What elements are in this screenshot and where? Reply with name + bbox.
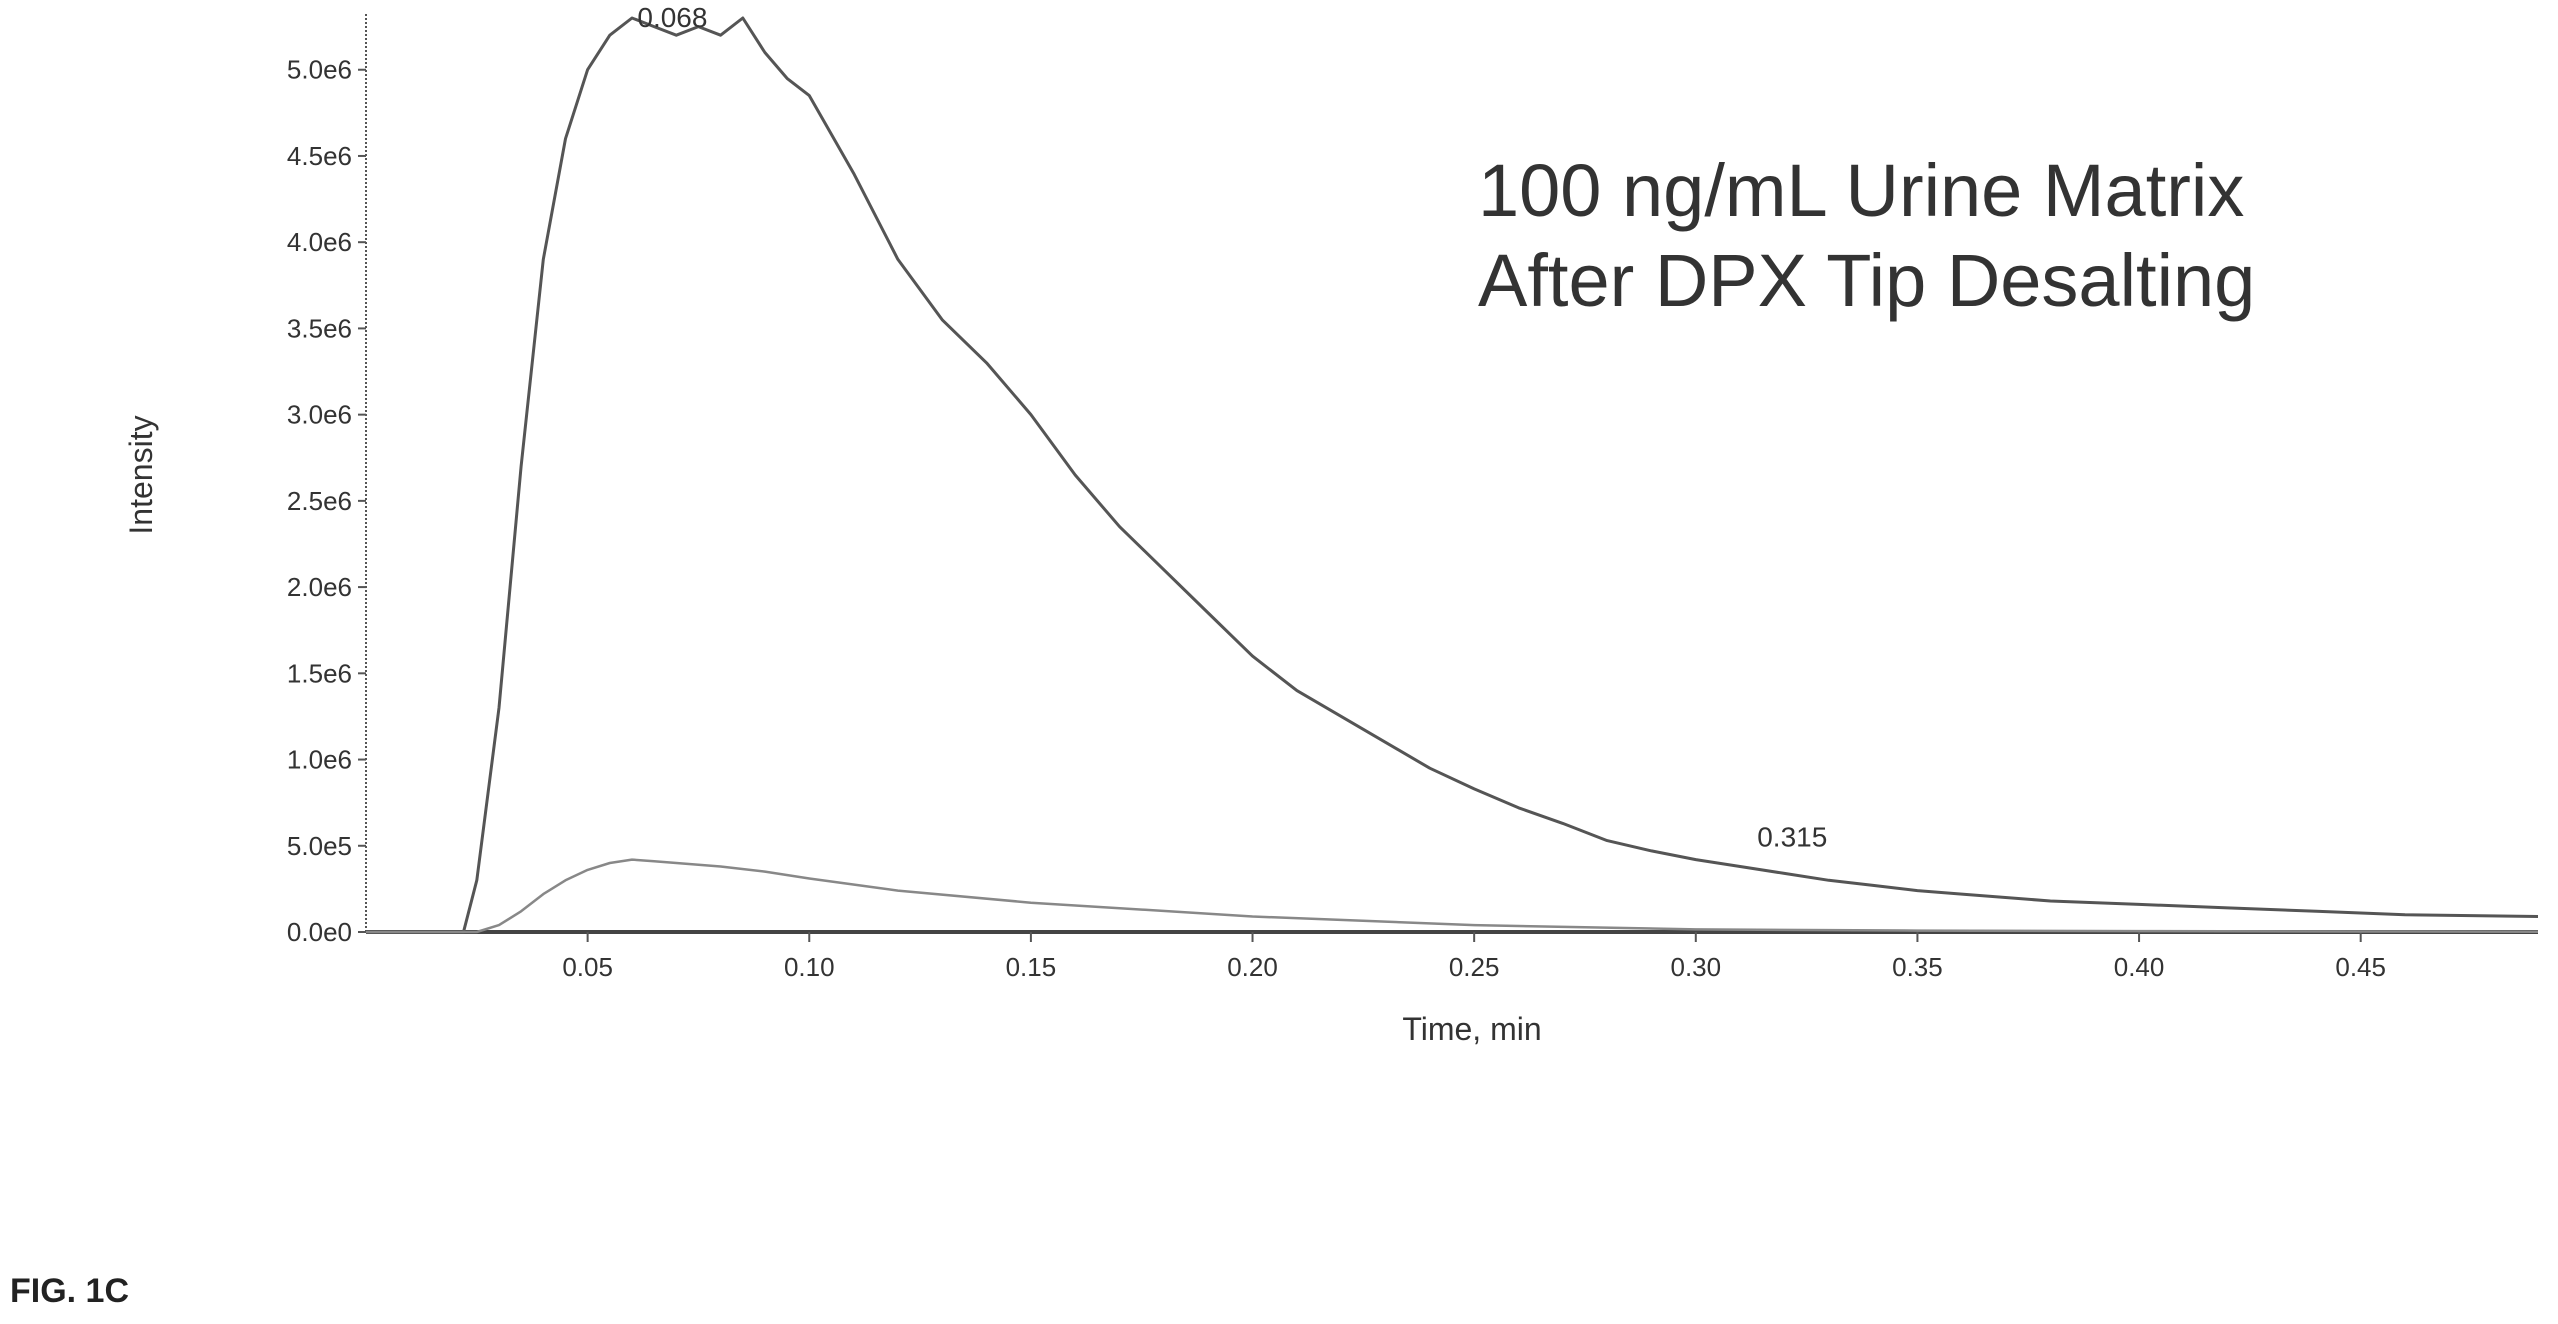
x-tick-label: 0.15 xyxy=(1006,952,1057,982)
x-tick-label: 0.40 xyxy=(2114,952,2165,982)
series-layer xyxy=(366,16,2539,934)
x-tick-label: 0.45 xyxy=(2335,952,2386,982)
x-tick-label: 0.10 xyxy=(784,952,835,982)
x-tick-label: 0.30 xyxy=(1670,952,1721,982)
y-tick-label: 1.5e6 xyxy=(287,658,352,688)
y-tick-label: 5.0e5 xyxy=(287,831,352,861)
series-line-1 xyxy=(366,16,2539,934)
y-axis-title: Intensity xyxy=(123,415,159,534)
y-tick-label: 2.0e6 xyxy=(287,572,352,602)
peak-label: 0.315 xyxy=(1757,821,1827,852)
x-tick-label: 0.05 xyxy=(562,952,613,982)
y-tick-label: 4.0e6 xyxy=(287,227,352,257)
series-line-2 xyxy=(366,858,2539,934)
y-tick-label: 3.0e6 xyxy=(287,400,352,430)
peak-labels: 0.068 0.315 xyxy=(637,2,1827,852)
y-axis: 0.0e0 5.0e5 1.0e6 1.5e6 2.0e6 2.5e6 3.0e6 3.5e6… xyxy=(287,14,367,947)
y-tick-label: 5.0e6 xyxy=(287,55,352,85)
y-tick-label: 4.5e6 xyxy=(287,141,352,171)
y-tick-label: 2.5e6 xyxy=(287,486,352,516)
x-tick-label: 0.25 xyxy=(1449,952,1500,982)
x-tick-label: 0.35 xyxy=(1892,952,1943,982)
x-tick-label: 0.20 xyxy=(1227,952,1278,982)
x-axis: 0.05 0.10 0.15 0.20 0.25 0.30 0.35 0.40 0.45 xyxy=(366,930,2538,982)
annotation-line: 100 ng/mL Urine Matrix xyxy=(1478,149,2244,232)
y-tick-label: 1.0e6 xyxy=(287,745,352,775)
figure-label: FIG. 1C xyxy=(10,1272,130,1310)
x-axis-title: Time, min xyxy=(1402,1011,1541,1047)
peak-label: 0.068 xyxy=(637,2,707,33)
y-tick-label: 3.5e6 xyxy=(287,313,352,343)
y-tick-label: 0.0e0 xyxy=(287,917,352,947)
annotation-line: After DPX Tip Desalting xyxy=(1478,239,2255,322)
